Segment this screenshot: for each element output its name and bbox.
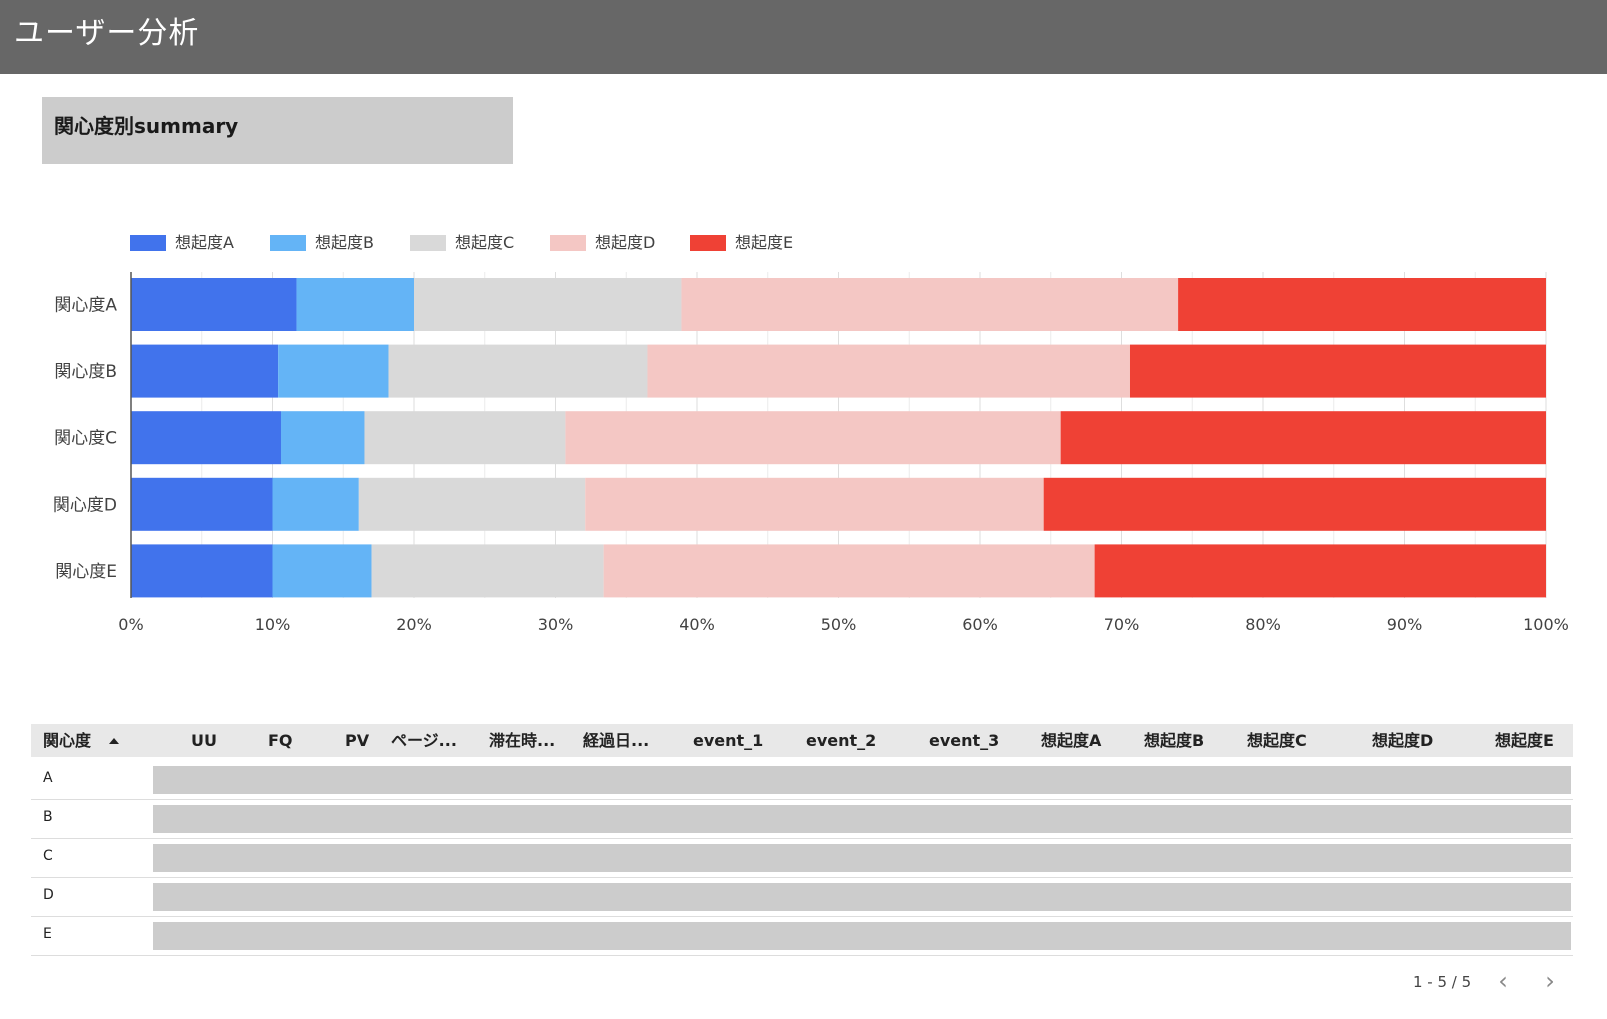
column-header[interactable]: 経過日...: [583, 731, 650, 750]
column-header[interactable]: FQ: [268, 731, 293, 750]
bar-segment[interactable]: [272, 477, 359, 531]
bar-segment[interactable]: [603, 544, 1095, 598]
category-label: 関心度B: [54, 362, 117, 382]
table-row[interactable]: B: [31, 799, 1573, 839]
redacted-row-values: [153, 805, 1571, 833]
legend-label: 想起度A: [175, 233, 234, 252]
page-title: ユーザー分析: [14, 16, 200, 51]
legend-swatch: [690, 235, 726, 251]
chevron-left-icon[interactable]: ‹: [1498, 967, 1508, 995]
redacted-row-values: [153, 883, 1571, 911]
row-label: D: [43, 887, 54, 903]
bar-segment[interactable]: [272, 544, 372, 598]
chevron-right-icon[interactable]: ›: [1545, 967, 1555, 995]
bar-segment[interactable]: [585, 477, 1044, 531]
pagination-range: 1 - 5 / 5: [1413, 973, 1472, 991]
column-header[interactable]: 想起度C: [1247, 731, 1307, 750]
legend-swatch: [270, 235, 306, 251]
stacked-bar-chart: 関心度A 関心度B 関心度C 関心度D 関心度E 0% 10% 20% 30% 40% 50% 60%…: [53, 272, 1569, 634]
legend-swatch: [550, 235, 586, 251]
bar-segment[interactable]: [131, 344, 279, 398]
x-tick-label: 50%: [821, 615, 857, 634]
legend-label: 想起度D: [595, 233, 656, 252]
x-tick-label: 10%: [255, 615, 291, 634]
category-label: 関心度C: [54, 429, 117, 449]
sort-ascending-icon[interactable]: [109, 738, 119, 744]
bar-segment[interactable]: [1178, 278, 1546, 331]
x-tick-label: 60%: [962, 615, 998, 634]
bar-segment[interactable]: [414, 278, 682, 331]
x-tick-label: 0%: [118, 615, 143, 634]
row-label: C: [43, 848, 53, 864]
row-label: B: [43, 809, 53, 825]
bar-segment[interactable]: [131, 544, 273, 598]
column-header[interactable]: 想起度A: [1041, 731, 1102, 750]
section-title: 関心度別summary: [54, 114, 239, 138]
x-tick-label: 90%: [1387, 615, 1423, 634]
row-label: E: [43, 926, 52, 942]
bar-segment[interactable]: [1094, 544, 1546, 598]
bar-segment[interactable]: [565, 411, 1061, 465]
column-header[interactable]: PV: [345, 731, 370, 750]
bar-segment[interactable]: [131, 477, 273, 531]
bar-segment[interactable]: [131, 411, 281, 465]
bar-segment[interactable]: [364, 411, 566, 465]
bar-segment[interactable]: [278, 344, 389, 398]
redacted-row-values: [153, 766, 1571, 794]
x-tick-label: 20%: [396, 615, 432, 634]
x-tick-label: 30%: [538, 615, 574, 634]
column-header[interactable]: UU: [191, 731, 217, 750]
redacted-row-values: [153, 844, 1571, 872]
table-row[interactable]: C: [31, 838, 1573, 878]
bar-segment[interactable]: [1129, 344, 1546, 398]
column-header[interactable]: event_2: [806, 731, 877, 750]
legend-label: 想起度E: [735, 233, 794, 252]
row-label: A: [43, 770, 53, 786]
legend-swatch: [410, 235, 446, 251]
bar-segment[interactable]: [296, 278, 414, 331]
legend-label: 想起度C: [455, 233, 515, 252]
bar-segment[interactable]: [1043, 477, 1546, 531]
table-row[interactable]: A: [31, 760, 1573, 800]
column-header[interactable]: event_3: [929, 731, 1000, 750]
legend-swatch: [130, 235, 166, 251]
bar-segment[interactable]: [371, 544, 604, 598]
x-tick-label: 40%: [679, 615, 715, 634]
column-header[interactable]: ページ...: [391, 731, 457, 750]
table-row[interactable]: D: [31, 877, 1573, 917]
x-tick-label: 80%: [1245, 615, 1281, 634]
table-header: 関心度 UU FQ PV ページ... 滞在時... 経過日... event_…: [31, 724, 1573, 757]
bar-segment[interactable]: [131, 278, 297, 331]
category-label: 関心度A: [54, 296, 117, 316]
column-header[interactable]: 想起度B: [1144, 731, 1205, 750]
bar-segment[interactable]: [1060, 411, 1546, 465]
redacted-row-values: [153, 922, 1571, 950]
column-header[interactable]: event_1: [693, 731, 764, 750]
legend-label: 想起度B: [315, 233, 374, 252]
bar-segment[interactable]: [647, 344, 1130, 398]
bar-segment[interactable]: [280, 411, 365, 465]
column-header[interactable]: 想起度E: [1495, 731, 1554, 750]
x-tick-label: 100%: [1523, 615, 1569, 634]
bar-segment[interactable]: [388, 344, 648, 398]
category-label: 関心度E: [55, 562, 117, 582]
bar-segment[interactable]: [681, 278, 1179, 331]
section-header: 関心度別summary: [42, 97, 513, 164]
category-label: 関心度D: [53, 495, 117, 515]
column-header[interactable]: 想起度D: [1372, 731, 1434, 750]
column-header-interest[interactable]: 関心度: [43, 731, 92, 750]
x-tick-label: 70%: [1104, 615, 1140, 634]
table-row[interactable]: E: [31, 916, 1573, 956]
bar-segment[interactable]: [358, 477, 586, 531]
column-header[interactable]: 滞在時...: [489, 731, 556, 750]
app-header: ユーザー分析: [0, 0, 1607, 74]
